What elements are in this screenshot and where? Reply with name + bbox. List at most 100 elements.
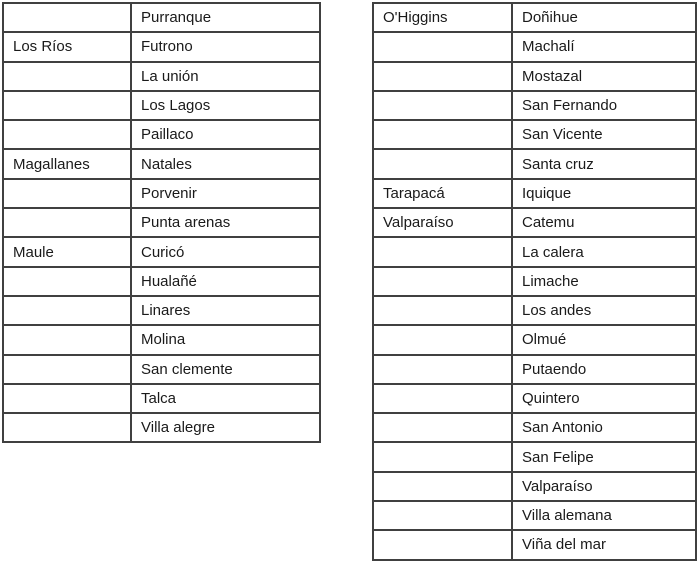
commune-cell: Iquique xyxy=(511,177,697,210)
table-row: Porvenir xyxy=(2,177,321,210)
commune-cell: Natales xyxy=(130,148,321,180)
commune-cell: La calera xyxy=(511,236,697,268)
table-row: San Antonio xyxy=(372,412,697,444)
region-cell: Maule xyxy=(2,236,132,268)
table-row: Magallanes Natales xyxy=(2,148,321,180)
region-cell xyxy=(2,207,132,239)
region-cell: Valparaíso xyxy=(372,207,513,239)
commune-cell: Limache xyxy=(511,265,697,297)
table-row: San Fernando xyxy=(372,89,697,122)
commune-cell: San Felipe xyxy=(511,441,697,473)
table-row: Purranque xyxy=(2,1,321,34)
table-row: Molina xyxy=(2,324,321,356)
region-cell xyxy=(372,119,513,151)
table-row: San Felipe xyxy=(372,441,697,473)
table-body: O'Higgins Doñihue Machalí Mostazal San Ferna… xyxy=(372,1,697,561)
table-row: Machalí xyxy=(372,31,697,63)
table-row: Los Lagos xyxy=(2,89,321,122)
region-cell xyxy=(2,412,132,444)
region-cell xyxy=(2,177,132,210)
region-cell: Los Ríos xyxy=(2,31,132,63)
region-cell xyxy=(372,353,513,385)
table-row: Linares xyxy=(2,294,321,327)
commune-cell: Doñihue xyxy=(511,1,697,34)
commune-cell: Los andes xyxy=(511,294,697,327)
commune-cell: Machalí xyxy=(511,31,697,63)
commune-cell: Linares xyxy=(130,294,321,327)
region-cell: O'Higgins xyxy=(372,1,513,34)
region-cell xyxy=(372,31,513,63)
region-cell xyxy=(372,382,513,415)
commune-cell: Talca xyxy=(130,382,321,415)
commune-cell: Porvenir xyxy=(130,177,321,210)
region-cell xyxy=(2,324,132,356)
commune-cell: Mostazal xyxy=(511,60,697,92)
region-cell: Magallanes xyxy=(2,148,132,180)
region-cell xyxy=(2,294,132,327)
table-row: Villa alemana xyxy=(372,500,697,532)
commune-cell: San Vicente xyxy=(511,119,697,151)
table-row: San clemente xyxy=(2,353,321,385)
commune-cell: Putaendo xyxy=(511,353,697,385)
table-row: Limache xyxy=(372,265,697,297)
commune-cell: Molina xyxy=(130,324,321,356)
region-cell xyxy=(372,500,513,532)
table-row: Valparaíso xyxy=(372,470,697,503)
region-cell xyxy=(372,412,513,444)
table-row: Los Ríos Futrono xyxy=(2,31,321,63)
region-cell xyxy=(2,119,132,151)
table-row: Santa cruz xyxy=(372,148,697,180)
region-cell xyxy=(2,89,132,122)
region-cell xyxy=(2,265,132,297)
commune-cell: Los Lagos xyxy=(130,89,321,122)
commune-cell: Olmué xyxy=(511,324,697,356)
table-row: Hualañé xyxy=(2,265,321,297)
commune-cell: San Fernando xyxy=(511,89,697,122)
table-row: Paillaco xyxy=(2,119,321,151)
commune-cell: La unión xyxy=(130,60,321,92)
table-row: Tarapacá Iquique xyxy=(372,177,697,210)
region-cell xyxy=(372,89,513,122)
region-cell xyxy=(372,324,513,356)
table-row: Olmué xyxy=(372,324,697,356)
region-cell xyxy=(372,529,513,561)
table-row: Putaendo xyxy=(372,353,697,385)
commune-cell: Catemu xyxy=(511,207,697,239)
table-row: San Vicente xyxy=(372,119,697,151)
commune-cell: Villa alegre xyxy=(130,412,321,444)
table-row: Villa alegre xyxy=(2,412,321,444)
table-body: Purranque Los Ríos Futrono La unión Los Lago… xyxy=(2,1,321,444)
region-cell xyxy=(2,353,132,385)
regions-communes-table-left: Purranque Los Ríos Futrono La unión Los Lago… xyxy=(2,1,321,444)
region-cell xyxy=(2,382,132,415)
table-row: Valparaíso Catemu xyxy=(372,207,697,239)
commune-cell: Curicó xyxy=(130,236,321,268)
table-row: Viña del mar xyxy=(372,529,697,561)
regions-communes-table-right: O'Higgins Doñihue Machalí Mostazal San Ferna… xyxy=(372,1,697,561)
table-row: La unión xyxy=(2,60,321,92)
table-row: Punta arenas xyxy=(2,207,321,239)
region-cell: Tarapacá xyxy=(372,177,513,210)
commune-cell: Quintero xyxy=(511,382,697,415)
table-row: Maule Curicó xyxy=(2,236,321,268)
table-row: O'Higgins Doñihue xyxy=(372,1,697,34)
region-cell xyxy=(372,236,513,268)
region-cell xyxy=(372,60,513,92)
commune-cell: Viña del mar xyxy=(511,529,697,561)
region-cell xyxy=(2,60,132,92)
region-cell xyxy=(372,265,513,297)
commune-cell: Santa cruz xyxy=(511,148,697,180)
table-row: Mostazal xyxy=(372,60,697,92)
region-cell xyxy=(372,148,513,180)
table-row: La calera xyxy=(372,236,697,268)
commune-cell: Paillaco xyxy=(130,119,321,151)
commune-cell: Valparaíso xyxy=(511,470,697,503)
commune-cell: Villa alemana xyxy=(511,500,697,532)
region-cell xyxy=(372,441,513,473)
commune-cell: Punta arenas xyxy=(130,207,321,239)
table-row: Talca xyxy=(2,382,321,415)
commune-cell: San Antonio xyxy=(511,412,697,444)
commune-cell: San clemente xyxy=(130,353,321,385)
region-cell xyxy=(2,1,132,34)
